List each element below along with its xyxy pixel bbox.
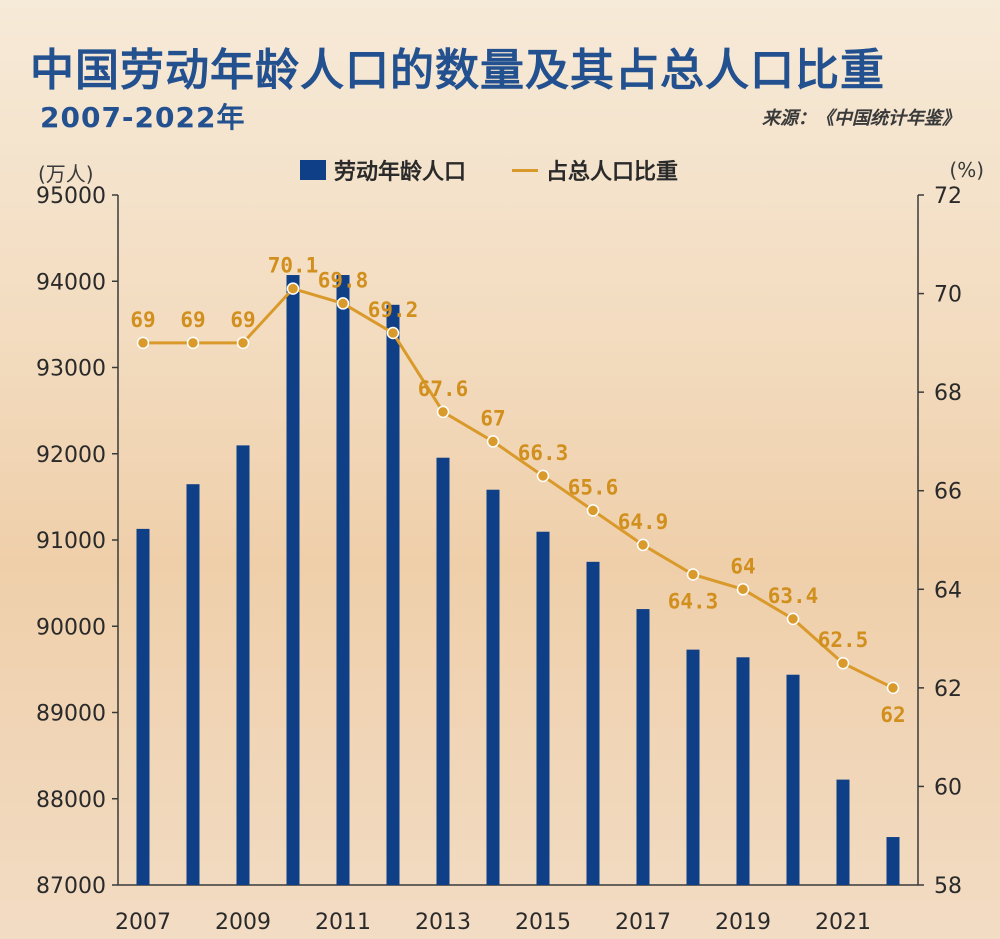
x-tick-label: 2021 <box>815 910 871 935</box>
line-data-label: 69 <box>180 308 205 332</box>
legend-item-line: 占总人口比重 <box>512 154 678 186</box>
bar-2017 <box>636 609 650 885</box>
line-data-label: 67 <box>480 406 505 430</box>
x-tick-label: 2015 <box>515 910 571 935</box>
left-tick-label: 95000 <box>36 184 106 209</box>
x-tick-label: 2007 <box>115 910 171 935</box>
bar-2016 <box>586 561 600 885</box>
line-data-label: 64 <box>730 554 755 578</box>
bar-2020 <box>786 674 800 885</box>
left-tick-label: 90000 <box>36 615 106 640</box>
line-data-label: 70.1 <box>268 254 319 278</box>
bar-2021 <box>836 779 850 885</box>
right-tick-label: 66 <box>934 480 962 505</box>
left-tick-label: 91000 <box>36 529 106 554</box>
line-point-2014 <box>486 435 500 448</box>
line-point-2009 <box>236 336 250 350</box>
bar-2007 <box>136 528 150 885</box>
line-point-2019 <box>736 583 750 596</box>
left-tick-label: 89000 <box>36 702 106 727</box>
bar-2019 <box>736 657 750 885</box>
line-point-2015 <box>536 469 550 483</box>
legend-item-bars: 劳动年龄人口 <box>300 154 466 186</box>
line-data-label: 66.3 <box>518 441 569 465</box>
bar-2015 <box>536 531 550 885</box>
line-data-label: 69.8 <box>318 268 369 292</box>
x-tick-label: 2011 <box>315 910 371 935</box>
legend-line-label: 占总人口比重 <box>546 160 679 185</box>
right-tick-label: 62 <box>934 677 962 702</box>
x-tick-label: 2019 <box>715 910 771 935</box>
legend-bar-label: 劳动年龄人口 <box>334 160 467 185</box>
bar-2010 <box>286 275 300 885</box>
right-tick-label: 68 <box>934 381 962 406</box>
line-data-label: 64.3 <box>668 590 719 614</box>
left-tick-label: 87000 <box>36 874 106 899</box>
line-point-2011 <box>336 297 350 310</box>
left-tick-label: 93000 <box>36 357 106 382</box>
bar-2009 <box>236 445 250 885</box>
legend: 劳动年龄人口 占总人口比重 <box>300 154 678 186</box>
chart-title: 中国劳动年龄人口的数量及其占总人口比重 <box>30 45 885 96</box>
bar-2022 <box>886 837 900 885</box>
bar-2011 <box>336 275 350 885</box>
line-data-label: 64.9 <box>618 510 669 534</box>
line-point-2013 <box>436 405 450 419</box>
line-point-2007 <box>136 336 150 350</box>
line-point-2012 <box>386 326 400 340</box>
line-point-2021 <box>836 656 850 670</box>
line-data-label: 65.6 <box>568 475 619 499</box>
left-tick-label: 94000 <box>36 270 106 295</box>
right-tick-label: 60 <box>934 775 962 800</box>
x-tick-label: 2013 <box>415 910 471 935</box>
right-axis-unit: (%) <box>949 158 984 182</box>
line-data-label: 63.4 <box>768 584 819 608</box>
line-point-2018 <box>686 568 700 581</box>
chart-subtitle: 2007-2022年 <box>40 101 246 134</box>
line-data-label: 69.2 <box>368 298 419 322</box>
line-data-label: 62.5 <box>818 628 869 652</box>
line-point-2020 <box>786 612 800 626</box>
line-point-2016 <box>586 504 600 517</box>
source-note: 来源：《中国统计年鉴》 <box>762 108 960 129</box>
bar-2008 <box>186 484 200 885</box>
bar-2018 <box>686 649 700 885</box>
line-data-label: 67.6 <box>418 377 469 401</box>
legend-bar-swatch <box>300 160 326 180</box>
line-point-2010 <box>286 282 300 295</box>
line-ratio-series <box>143 286 894 690</box>
line-data-label: 69 <box>230 308 255 332</box>
right-tick-label: 64 <box>934 578 962 603</box>
x-tick-label: 2009 <box>215 910 271 935</box>
line-point-2022 <box>886 681 900 695</box>
line-data-label: 69 <box>130 308 155 332</box>
right-tick-label: 72 <box>934 184 962 209</box>
legend-line-swatch <box>512 168 539 172</box>
right-tick-label: 70 <box>934 283 962 308</box>
x-tick-label: 2017 <box>615 910 671 935</box>
line-data-label: 62 <box>880 703 905 727</box>
bar-2014 <box>486 489 500 885</box>
right-tick-label: 58 <box>934 874 962 899</box>
left-tick-label: 88000 <box>36 788 106 813</box>
left-axis-unit: (万人) <box>38 162 94 186</box>
line-point-2008 <box>186 336 200 350</box>
left-tick-label: 92000 <box>36 443 106 468</box>
line-point-2017 <box>636 538 650 552</box>
bar-2013 <box>436 457 450 885</box>
bar-2012 <box>386 304 400 885</box>
